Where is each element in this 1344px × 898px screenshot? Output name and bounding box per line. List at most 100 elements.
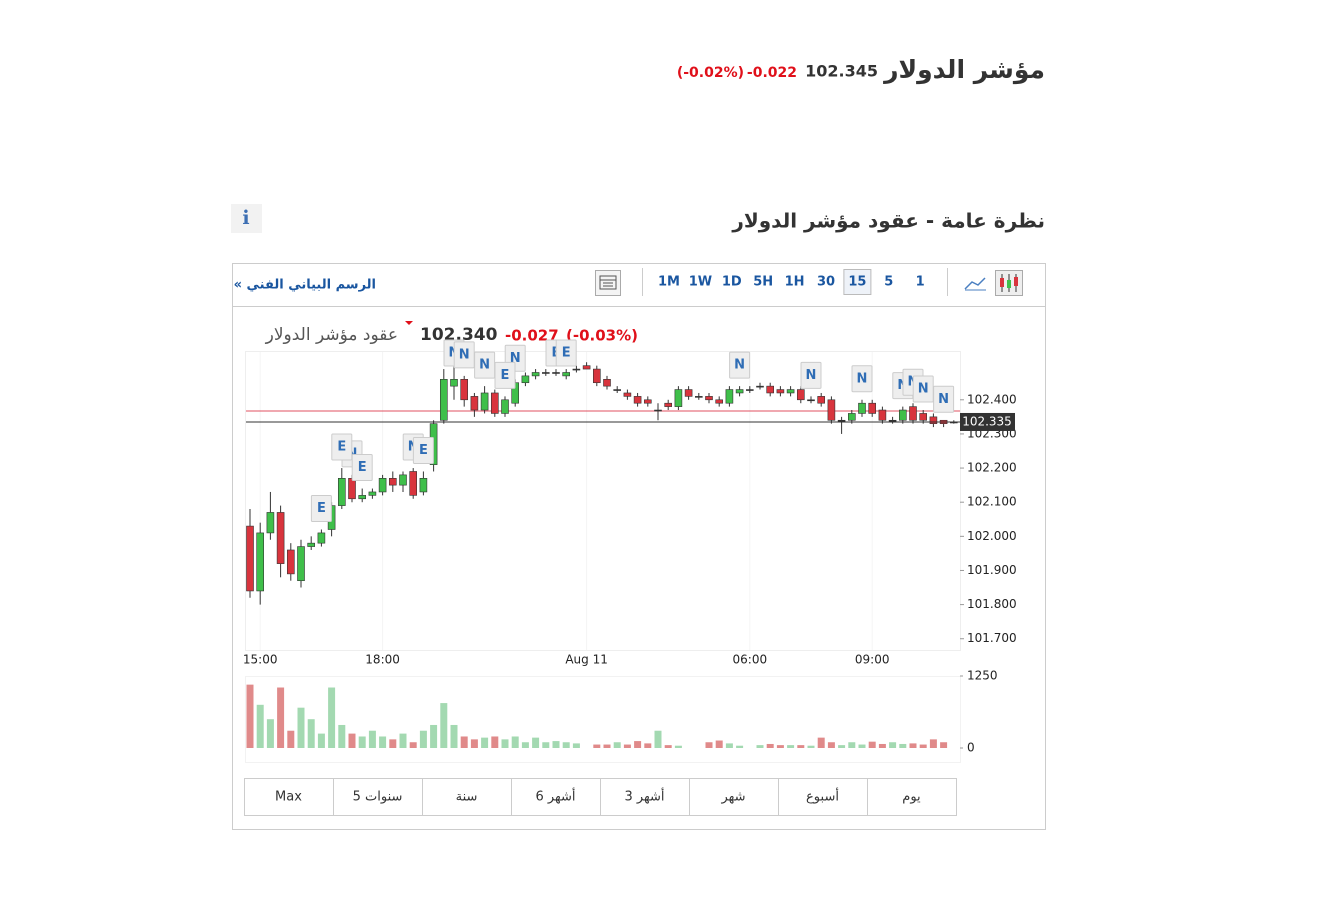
volume-bar — [929, 739, 937, 748]
volume-bar — [756, 745, 764, 748]
range-button[interactable]: 5 سنوات — [353, 790, 403, 805]
range-button[interactable]: 6 أشهر — [535, 788, 575, 805]
interval-button[interactable]: 1 — [916, 275, 925, 290]
volume-bar — [644, 743, 652, 748]
volume-bar — [409, 742, 417, 748]
event-marker[interactable] — [555, 339, 577, 367]
event-marker[interactable] — [351, 454, 373, 482]
candle-chart-icon[interactable] — [995, 270, 1023, 296]
x-tick-label: 18:00 — [365, 653, 400, 667]
interval-button[interactable]: 1D — [722, 275, 742, 290]
volume-tick-label: 1250 — [967, 669, 998, 683]
event-marker[interactable] — [800, 361, 822, 389]
legend-change-pct: (-0.03%) — [566, 327, 638, 345]
candle-body — [297, 546, 305, 582]
candle-body — [470, 396, 479, 411]
volume-bar — [858, 744, 866, 748]
range-button[interactable]: أسبوع — [806, 788, 839, 805]
candle-body — [490, 392, 499, 414]
line-chart-icon[interactable] — [964, 277, 986, 291]
header-price: 102.345 — [805, 62, 878, 81]
event-marker[interactable] — [494, 361, 516, 389]
candle-body — [266, 512, 275, 534]
table-icon[interactable] — [595, 270, 621, 296]
interval-button[interactable]: 1M — [658, 275, 680, 290]
range-button[interactable]: 3 أشهر — [624, 788, 664, 805]
volume-bar — [736, 745, 744, 748]
interval-buttons: 1M 1W 1D 5H 1H 30 15 5 1 — [658, 269, 925, 295]
candle-body — [623, 392, 632, 397]
candle-body — [745, 389, 754, 391]
candle-body — [919, 413, 928, 421]
volume-bar — [521, 742, 529, 748]
range-button[interactable]: شهر — [720, 790, 745, 805]
range-button[interactable]: Max — [275, 790, 302, 805]
last-price-label: 102.335 — [962, 414, 1012, 428]
volume-bar — [878, 743, 886, 748]
event-marker[interactable] — [412, 436, 434, 464]
interval-button[interactable]: 30 — [817, 275, 835, 290]
volume-bar — [287, 730, 295, 748]
volume-bar — [246, 684, 254, 748]
volume-bar — [603, 744, 611, 748]
plot-frame — [245, 351, 961, 651]
candle-body — [898, 409, 907, 421]
event-marker[interactable] — [331, 433, 353, 461]
candle-body — [521, 375, 530, 384]
event-marker[interactable] — [729, 351, 751, 379]
range-button[interactable]: سنة — [456, 790, 478, 805]
volume-bar — [338, 724, 346, 748]
event-label: E — [317, 501, 326, 516]
volume-bar — [277, 687, 285, 748]
volume-bar — [766, 743, 774, 748]
candle-body — [909, 406, 917, 421]
event-label: E — [419, 443, 428, 458]
volume-bar — [919, 744, 927, 748]
y-tick-label: 102.200 — [967, 461, 1017, 475]
interval-button[interactable]: 5 — [884, 275, 893, 290]
event-marker[interactable] — [310, 495, 332, 523]
candle-body — [276, 512, 285, 564]
range-button[interactable]: يوم — [902, 790, 921, 805]
volume-bar — [572, 743, 580, 748]
interval-button[interactable]: 1W — [689, 275, 712, 290]
interval-button[interactable]: 5H — [753, 275, 773, 290]
volume-bar — [817, 737, 825, 748]
volume-bar — [470, 739, 478, 748]
candle-body — [572, 368, 581, 371]
candle-body — [307, 542, 316, 547]
candle-body — [633, 396, 642, 404]
candle-body — [603, 379, 611, 387]
event-label: N — [938, 392, 949, 407]
event-marker[interactable] — [851, 365, 873, 393]
candle-body — [450, 379, 458, 387]
candle-body — [317, 532, 326, 544]
event-marker[interactable] — [933, 385, 955, 413]
event-label: N — [857, 371, 868, 386]
section-title: نظرة عامة - عقود مؤشر الدولار — [731, 209, 1045, 233]
y-tick-label: 102.000 — [967, 529, 1017, 543]
candle-body — [286, 549, 295, 575]
info-button[interactable] — [231, 204, 262, 233]
interval-button[interactable]: 1H — [785, 275, 805, 290]
technical-chart-link[interactable]: الرسم البياني الفني » — [234, 278, 376, 293]
volume-bar — [307, 719, 315, 748]
volume-bar — [460, 736, 468, 748]
volume-bar — [623, 744, 631, 748]
candle-body — [664, 402, 673, 407]
candle-body — [868, 402, 877, 414]
header-change-pct: (-0.02%) — [677, 65, 744, 81]
volume-bar — [317, 733, 325, 748]
legend-change: -0.027 — [505, 327, 559, 345]
plot: 101.700 101.800 101.900 102.000 102.100 102.2… — [243, 339, 1017, 755]
candle-body — [796, 389, 805, 401]
volume-bar — [654, 730, 662, 748]
candle-body — [562, 372, 571, 377]
volume-bar — [705, 742, 713, 748]
x-tick-label: 09:00 — [855, 653, 890, 667]
volume-bar — [501, 739, 509, 748]
interval-button[interactable]: 15 — [848, 275, 866, 290]
candle-body — [592, 368, 601, 384]
volume-bar — [511, 736, 519, 748]
